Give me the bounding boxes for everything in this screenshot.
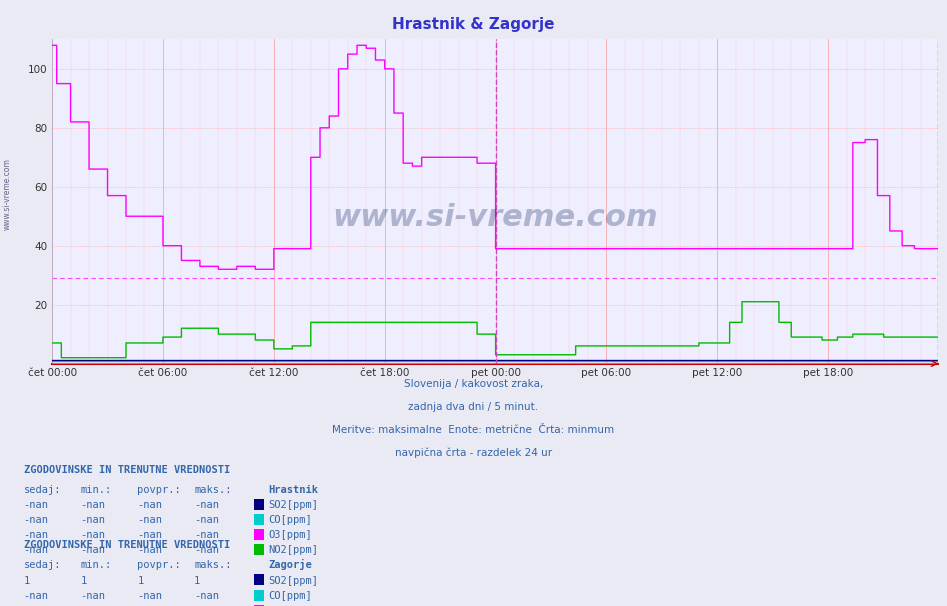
Text: NO2[ppm]: NO2[ppm]: [268, 545, 318, 555]
Text: -nan: -nan: [80, 530, 105, 540]
Text: Zagorje: Zagorje: [268, 559, 312, 570]
Text: -nan: -nan: [137, 500, 162, 510]
Text: -nan: -nan: [194, 530, 219, 540]
Text: -nan: -nan: [194, 515, 219, 525]
Text: 1: 1: [80, 576, 87, 585]
Text: -nan: -nan: [24, 500, 48, 510]
Text: -nan: -nan: [24, 591, 48, 601]
Text: ZGODOVINSKE IN TRENUTNE VREDNOSTI: ZGODOVINSKE IN TRENUTNE VREDNOSTI: [24, 465, 230, 474]
Text: www.si-vreme.com: www.si-vreme.com: [332, 203, 657, 232]
Text: zadnja dva dni / 5 minut.: zadnja dva dni / 5 minut.: [408, 402, 539, 412]
Text: maks.:: maks.:: [194, 485, 232, 494]
Text: SO2[ppm]: SO2[ppm]: [268, 500, 318, 510]
Text: ZGODOVINSKE IN TRENUTNE VREDNOSTI: ZGODOVINSKE IN TRENUTNE VREDNOSTI: [24, 541, 230, 550]
Text: 1: 1: [24, 576, 30, 585]
Text: -nan: -nan: [24, 515, 48, 525]
Text: -nan: -nan: [137, 515, 162, 525]
Text: -nan: -nan: [24, 530, 48, 540]
Text: -nan: -nan: [194, 500, 219, 510]
Text: -nan: -nan: [80, 515, 105, 525]
Text: Hrastnik & Zagorje: Hrastnik & Zagorje: [392, 17, 555, 32]
Text: -nan: -nan: [24, 545, 48, 555]
Text: Meritve: maksimalne  Enote: metrične  Črta: minmum: Meritve: maksimalne Enote: metrične Črta…: [332, 425, 615, 435]
Text: Hrastnik: Hrastnik: [268, 485, 318, 494]
Text: -nan: -nan: [137, 591, 162, 601]
Text: Slovenija / kakovost zraka,: Slovenija / kakovost zraka,: [403, 379, 544, 389]
Text: sedaj:: sedaj:: [24, 561, 62, 570]
Text: navpična črta - razdelek 24 ur: navpična črta - razdelek 24 ur: [395, 448, 552, 458]
Text: www.si-vreme.com: www.si-vreme.com: [3, 158, 12, 230]
Text: 1: 1: [194, 576, 201, 585]
Text: CO[ppm]: CO[ppm]: [268, 591, 312, 601]
Text: povpr.:: povpr.:: [137, 485, 181, 494]
Text: povpr.:: povpr.:: [137, 561, 181, 570]
Text: -nan: -nan: [137, 545, 162, 555]
Text: -nan: -nan: [80, 591, 105, 601]
Text: -nan: -nan: [194, 591, 219, 601]
Text: CO[ppm]: CO[ppm]: [268, 515, 312, 525]
Text: -nan: -nan: [194, 545, 219, 555]
Text: min.:: min.:: [80, 485, 112, 494]
Text: SO2[ppm]: SO2[ppm]: [268, 576, 318, 585]
Text: -nan: -nan: [80, 500, 105, 510]
Text: maks.:: maks.:: [194, 561, 232, 570]
Text: min.:: min.:: [80, 561, 112, 570]
Text: O3[ppm]: O3[ppm]: [268, 530, 312, 540]
Text: sedaj:: sedaj:: [24, 485, 62, 494]
Text: -nan: -nan: [80, 545, 105, 555]
Text: -nan: -nan: [137, 530, 162, 540]
Text: 1: 1: [137, 576, 144, 585]
